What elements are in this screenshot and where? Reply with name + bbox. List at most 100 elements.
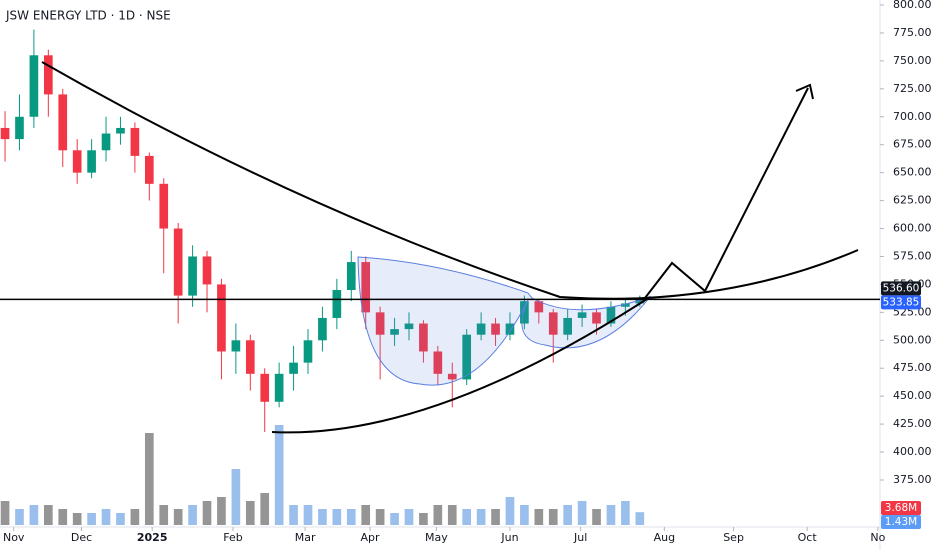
candle-body (419, 323, 428, 352)
candle-body (173, 228, 183, 296)
y-tick-label: 400.00 (893, 445, 932, 458)
volume-bar (173, 509, 183, 525)
candle-body (101, 133, 111, 151)
candle-body (260, 373, 270, 402)
volume-bar (404, 509, 414, 525)
x-tick-label: May (425, 531, 448, 544)
volume-bar (534, 509, 544, 525)
candle-body (361, 262, 371, 313)
current-price-label: 533.85 (883, 296, 920, 308)
candle-body (274, 373, 284, 402)
volume-bar (635, 512, 645, 525)
volume-bar (606, 505, 616, 525)
y-tick-label: 500.00 (893, 333, 932, 346)
candle-body (318, 317, 327, 341)
volume-bar (202, 501, 212, 525)
candle-body (130, 127, 140, 156)
volume-ma-label-bg (881, 501, 921, 515)
candle-body (231, 340, 241, 352)
y-tick-label: 800.00 (893, 0, 932, 11)
volume-bar (346, 509, 356, 525)
x-tick-label: Nov (3, 531, 25, 544)
candle-body (621, 303, 630, 307)
volume-bar (260, 493, 270, 525)
y-tick-label: 750.00 (893, 54, 932, 67)
volume-bar (87, 513, 96, 525)
volume-bar (188, 505, 197, 525)
volume-bar (520, 505, 529, 525)
candle-body (476, 323, 486, 335)
last-price-label: 536.60 (883, 282, 920, 294)
volume-bar (29, 505, 39, 525)
volume-bar (318, 509, 327, 525)
volume-bar (15, 509, 24, 525)
volume-bar (101, 509, 111, 525)
x-tick-label: Dec (71, 531, 92, 544)
volume-bar (58, 509, 68, 525)
y-tick-label: 375.00 (893, 473, 932, 486)
x-tick-label: Mar (295, 531, 316, 544)
volume-bar (130, 509, 140, 525)
volume-bar (332, 509, 342, 525)
x-tick-label: Jun (500, 531, 518, 544)
candle-body (0, 127, 10, 140)
candle-body (404, 323, 414, 330)
volume-ma-label: 3.68M (885, 502, 917, 514)
candle-body (159, 183, 169, 229)
y-tick-label: 475.00 (893, 361, 932, 374)
y-tick-label: 675.00 (893, 138, 932, 151)
candle-body (15, 116, 24, 140)
volume-bar (289, 505, 298, 525)
volume-bar (462, 509, 472, 525)
projection-curve (644, 249, 859, 299)
candle-body (144, 155, 154, 184)
last-price-label-bg (881, 281, 921, 296)
volume-bar (433, 505, 443, 525)
candle-body (332, 290, 342, 318)
y-tick-label: 450.00 (893, 389, 932, 402)
candle-body (548, 312, 558, 335)
volume-bar (217, 497, 226, 525)
candle-body (217, 284, 226, 352)
x-tick-label: Oct (798, 531, 818, 544)
candle-body (72, 150, 82, 173)
volume-bar (231, 469, 241, 525)
candle-body (390, 329, 399, 335)
projection-arrow (644, 87, 809, 299)
x-tick-label: Jul (573, 531, 587, 544)
candle-body (188, 256, 197, 296)
y-tick-label: 575.00 (893, 249, 932, 262)
candle-body (592, 312, 601, 324)
volume-bar (621, 501, 630, 525)
volume-bar (592, 509, 601, 525)
candle-body (303, 340, 313, 363)
candle-body (116, 127, 125, 134)
y-tick-label: 700.00 (893, 110, 932, 123)
cup-handle-shade (357, 256, 652, 386)
candle-body (534, 301, 544, 313)
x-tick-label: Sep (723, 531, 744, 544)
candle-body (375, 312, 385, 335)
candle-body (87, 150, 96, 173)
candle-body (563, 317, 572, 335)
candle-body (606, 306, 616, 324)
candle-body (462, 334, 472, 380)
volume-bar (44, 505, 53, 525)
y-tick-label: 625.00 (893, 194, 932, 207)
candle-body (44, 55, 53, 95)
x-tick-label: Aug (654, 531, 675, 544)
arrow-head (795, 83, 814, 100)
volume-bar (72, 513, 82, 525)
candle-body (447, 373, 457, 380)
candle-body (635, 299, 645, 304)
candle-body (433, 351, 443, 374)
y-tick-label: 425.00 (893, 417, 932, 430)
x-tick-label: No (870, 531, 885, 544)
candle-body (520, 301, 529, 324)
volume-bar (548, 509, 558, 525)
y-tick-label: 650.00 (893, 166, 932, 179)
volume-bar (245, 501, 255, 525)
y-tick-label: 775.00 (893, 26, 932, 39)
chart-title: JSW ENERGY LTD · 1D · NSE (5, 9, 171, 23)
